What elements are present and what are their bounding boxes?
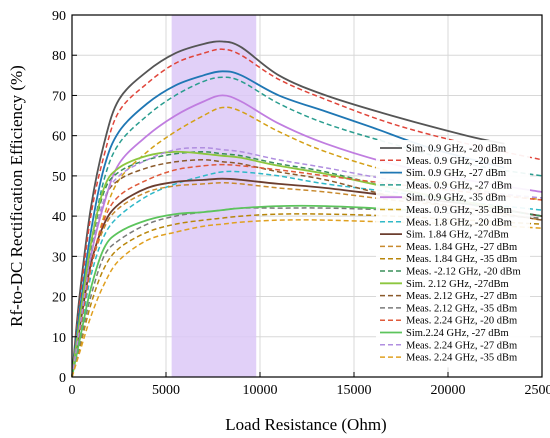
legend-label: Sim. 2.12 GHz, -27dBm bbox=[406, 279, 509, 290]
y-tick-label: 20 bbox=[52, 291, 66, 306]
legend-box bbox=[376, 140, 530, 368]
legend-label: Meas. 1.8 GHz, -20 dBm bbox=[406, 217, 512, 228]
plot-frame bbox=[71, 14, 543, 378]
legend-label: Meas. 1.84 GHz, -35 dBm bbox=[406, 254, 517, 265]
x-tick-label: 15000 bbox=[337, 383, 372, 398]
x-axis-title: Load Resistance (Ohm) bbox=[225, 415, 386, 434]
legend-label: Meas. 1.84 GHz, -27 dBm bbox=[406, 242, 517, 253]
y-tick-label: 0 bbox=[59, 371, 66, 386]
y-tick-label: 40 bbox=[52, 210, 66, 225]
x-tick-label: 20000 bbox=[431, 383, 466, 398]
y-tick-label: 60 bbox=[52, 130, 66, 145]
legend-label: Sim.2.24 GHz, -27 dBm bbox=[406, 328, 509, 339]
y-tick-label: 90 bbox=[52, 9, 66, 24]
legend-label: Meas. 2.24 GHz, -35 dBm bbox=[406, 353, 517, 364]
y-tick-label: 80 bbox=[52, 49, 66, 64]
series-line-2 bbox=[71, 48, 543, 378]
series-line-15 bbox=[71, 163, 543, 378]
y-tick-label: 50 bbox=[52, 170, 66, 185]
y-tick-label: 10 bbox=[52, 331, 66, 346]
x-tick-label: 10000 bbox=[243, 383, 278, 398]
legend-label: Sim. 0.9 GHz, -20 dBm bbox=[406, 144, 506, 155]
x-tick-label: 0 bbox=[69, 383, 76, 398]
y-axis-title: Rf-to-DC Rectification Efficiency (%) bbox=[7, 65, 26, 327]
legend-label: Meas. 0.9 GHz, -20 dBm bbox=[406, 156, 512, 167]
legend-label: Meas. 2.24 GHz, -27 dBm bbox=[406, 340, 517, 351]
legend-label: Meas. -2.12 GHz, -20 dBm bbox=[406, 267, 521, 278]
series-line-3 bbox=[71, 70, 505, 378]
legend-label: Sim. 0.9 GHz, -27 dBm bbox=[406, 168, 506, 179]
series-line-16 bbox=[71, 204, 411, 378]
y-tick-label: 70 bbox=[52, 89, 66, 104]
y-tick-label: 30 bbox=[52, 250, 66, 265]
legend-label: Meas. 0.9 GHz, -35 dBm bbox=[406, 205, 512, 216]
highlight-band bbox=[171, 15, 257, 377]
x-tick-label: 5000 bbox=[152, 383, 180, 398]
legend-label: Sim. 0.9 GHz, -35 dBm bbox=[406, 193, 506, 204]
legend-label: Meas. 2.12 GHz, -27 dBm bbox=[406, 291, 517, 302]
legend-label: Meas. 0.9 GHz, -27 dBm bbox=[406, 180, 512, 191]
legend-label: Meas. 2.24 GHz, -20 dBm bbox=[406, 316, 517, 327]
series-line-1 bbox=[71, 40, 505, 378]
legend-label: Sim. 1.84 GHz, -27dBm bbox=[406, 230, 509, 241]
legend-label: Meas. 2.12 GHz, -35 dBm bbox=[406, 303, 517, 314]
